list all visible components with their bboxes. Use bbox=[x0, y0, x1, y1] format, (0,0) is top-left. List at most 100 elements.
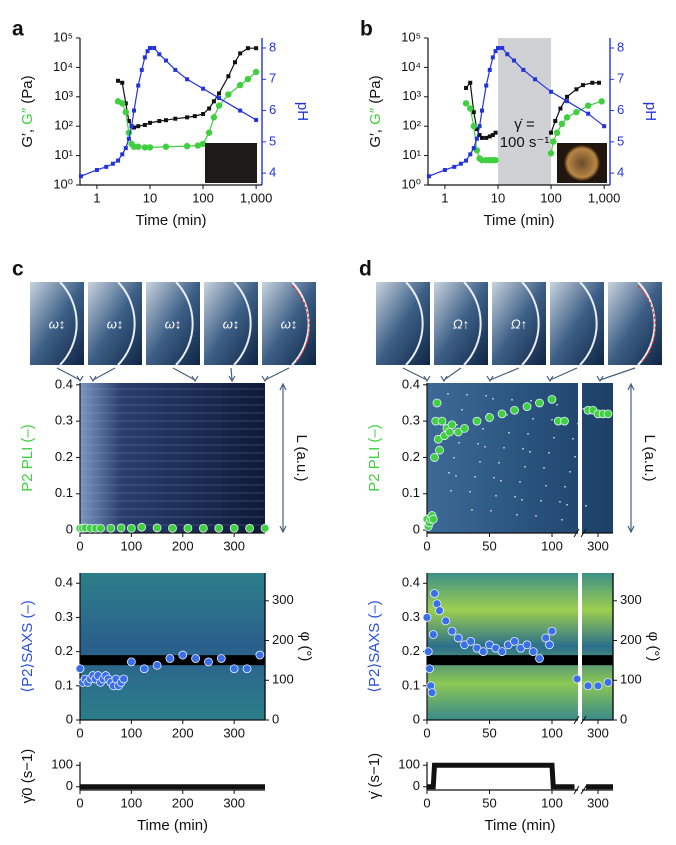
marker bbox=[553, 119, 558, 124]
y-tick-label: 0 bbox=[413, 711, 420, 726]
heatmap-speckle bbox=[522, 448, 524, 450]
marker bbox=[581, 83, 586, 88]
point bbox=[423, 647, 433, 657]
marker bbox=[162, 143, 170, 150]
y2-tick-label: 7 bbox=[617, 71, 624, 86]
point bbox=[528, 647, 538, 657]
marker bbox=[558, 120, 566, 128]
inset-photo bbox=[205, 143, 257, 183]
marker bbox=[173, 67, 178, 72]
heatmap-speckle bbox=[458, 442, 460, 444]
y2-tick-label: 5 bbox=[269, 133, 276, 148]
x-tick-label: 50 bbox=[482, 538, 496, 553]
photo-arrowhead bbox=[191, 375, 199, 383]
photo bbox=[608, 282, 662, 365]
axis-break bbox=[578, 571, 582, 726]
marker bbox=[565, 94, 570, 99]
heatmap-speckle bbox=[490, 510, 492, 512]
marker bbox=[185, 77, 190, 82]
heatmap-speckle bbox=[482, 428, 484, 430]
marker bbox=[139, 67, 144, 72]
photo-arrowhead bbox=[76, 375, 84, 383]
marker bbox=[120, 152, 125, 157]
x-tick-label: 1,000 bbox=[240, 190, 273, 205]
marker bbox=[157, 52, 162, 57]
point bbox=[497, 409, 507, 419]
point bbox=[428, 630, 438, 639]
y-tick-label: 0.4 bbox=[402, 376, 420, 391]
heatmap-speckle bbox=[540, 500, 542, 502]
marker bbox=[584, 102, 592, 109]
point bbox=[428, 514, 438, 524]
y-tick-label: 0 bbox=[66, 711, 73, 726]
length-arrowheads bbox=[279, 382, 287, 534]
point bbox=[165, 654, 175, 663]
marker bbox=[217, 91, 222, 96]
y-tick-label: 0.3 bbox=[402, 609, 420, 624]
point bbox=[603, 677, 613, 687]
photo bbox=[88, 282, 142, 365]
point bbox=[430, 453, 439, 462]
point bbox=[430, 589, 439, 598]
x-label: Time (min) bbox=[483, 212, 554, 229]
photo-arrow bbox=[402, 367, 428, 381]
marker bbox=[474, 136, 479, 141]
photo-arrowhead bbox=[228, 375, 236, 383]
marker bbox=[132, 108, 137, 113]
y-tick-label: 10⁰ bbox=[401, 176, 421, 191]
photo-rim bbox=[291, 281, 310, 366]
point bbox=[178, 650, 188, 660]
y-tick-label: 0 bbox=[413, 778, 420, 793]
x-tick-label: 300 bbox=[587, 538, 609, 553]
y-tick-label: 0.2 bbox=[55, 449, 73, 464]
marker bbox=[94, 167, 99, 172]
photo-outline bbox=[637, 285, 656, 363]
x-tick-label: 100 bbox=[541, 795, 563, 810]
y-tick-label: 10¹ bbox=[54, 147, 73, 162]
marker bbox=[157, 119, 162, 124]
y2-tick-label: 100 bbox=[272, 672, 294, 687]
heatmap-speckle bbox=[455, 475, 457, 477]
photo-rim bbox=[521, 281, 540, 366]
point bbox=[229, 664, 239, 674]
point bbox=[126, 657, 136, 667]
point bbox=[510, 405, 519, 415]
marker bbox=[207, 106, 212, 111]
marker bbox=[245, 46, 250, 51]
point bbox=[260, 523, 270, 533]
heatmap-speckle bbox=[516, 514, 518, 516]
y-tick-label: 0.3 bbox=[55, 609, 73, 624]
y-label-part: G″ bbox=[19, 107, 36, 125]
point bbox=[198, 523, 208, 533]
marker bbox=[116, 78, 121, 83]
heatmap-speckle bbox=[500, 480, 502, 482]
heatmap-speckle bbox=[448, 472, 450, 474]
marker bbox=[549, 89, 554, 94]
marker bbox=[563, 114, 571, 121]
photo-rim bbox=[579, 281, 598, 366]
break-mark bbox=[573, 785, 587, 795]
point bbox=[583, 681, 593, 691]
photo-arrow bbox=[264, 367, 290, 381]
point bbox=[152, 523, 162, 533]
marker bbox=[474, 127, 479, 132]
marker bbox=[126, 136, 131, 141]
right-label: L (a.u.) bbox=[641, 435, 658, 482]
x-label: Time (min) bbox=[135, 212, 206, 229]
length-arrowheads bbox=[627, 382, 635, 534]
photo-rim bbox=[405, 281, 424, 366]
marker bbox=[254, 46, 259, 51]
marker bbox=[471, 110, 476, 115]
point bbox=[435, 445, 444, 455]
marker bbox=[211, 99, 216, 104]
y2-label: φ (°) bbox=[297, 632, 314, 662]
heatmap-speckle bbox=[524, 466, 526, 468]
photo-rim bbox=[59, 281, 78, 366]
marker bbox=[123, 146, 128, 151]
y2-tick-label: 4 bbox=[617, 165, 624, 180]
y-tick-label: 0.2 bbox=[402, 643, 420, 658]
point bbox=[432, 398, 442, 408]
point bbox=[547, 394, 557, 404]
x-label: Time (min) bbox=[484, 817, 555, 834]
marker bbox=[521, 67, 526, 72]
